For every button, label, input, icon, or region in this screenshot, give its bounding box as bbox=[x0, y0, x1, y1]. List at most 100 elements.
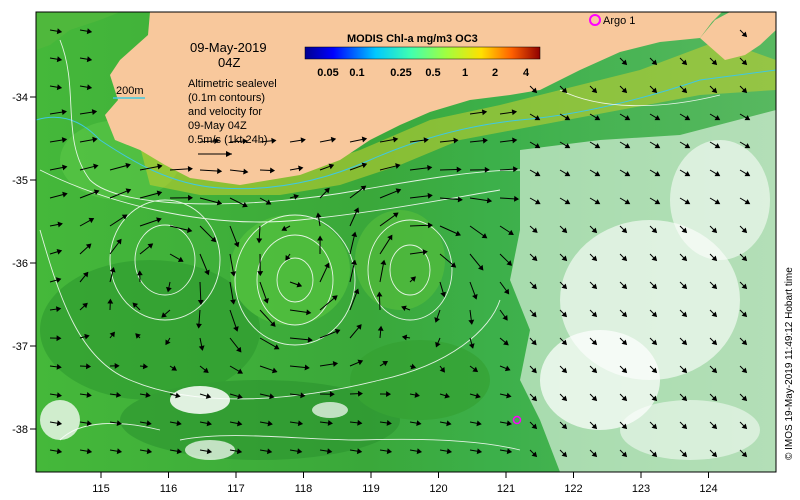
velocity-arrow-head bbox=[591, 367, 598, 374]
velocity-arrow-head bbox=[386, 420, 392, 426]
velocity-arrow-head bbox=[297, 420, 304, 427]
velocity-arrow-head bbox=[651, 451, 658, 458]
velocity-arrow-head bbox=[621, 227, 628, 234]
velocity-arrow-head bbox=[681, 59, 688, 66]
velocity-arrow-head bbox=[330, 136, 337, 143]
velocity-arrow-head bbox=[506, 420, 512, 427]
plot-frame bbox=[35, 11, 777, 473]
lat-tick-label: -38 bbox=[12, 424, 28, 436]
colorbar: MODIS Chl-a mg/m3 OC3 0.05 0.1 0.25 0.5 1 2 4 bbox=[304, 33, 541, 79]
velocity-arrow-head bbox=[171, 365, 177, 371]
velocity-arrow-head bbox=[121, 214, 128, 220]
velocity-arrow-head bbox=[256, 238, 263, 244]
velocity-arrow-head bbox=[216, 199, 223, 206]
velocity-arrow-head bbox=[197, 299, 204, 305]
velocity-arrow-head bbox=[109, 267, 116, 273]
lat-tick-label: -34 bbox=[12, 92, 28, 104]
velocity-arrow-head bbox=[304, 364, 310, 371]
velocity-arrow-head bbox=[161, 312, 167, 318]
velocity-arrow-head bbox=[744, 115, 751, 121]
velocity-arrow-head bbox=[512, 137, 518, 144]
velocity-arrow-head bbox=[269, 393, 275, 400]
velocity-arrow-head bbox=[651, 311, 658, 318]
velocity-arrow-head bbox=[334, 328, 341, 335]
velocity-arrow-head bbox=[711, 451, 718, 458]
velocity-arrow-head bbox=[265, 199, 272, 205]
velocity-arrow-head bbox=[387, 234, 393, 241]
velocity-arrow-head bbox=[145, 392, 151, 398]
velocity-arrow-head bbox=[243, 168, 249, 175]
velocity-arrow-head bbox=[591, 227, 598, 234]
velocity-arrow-head bbox=[353, 288, 360, 295]
velocity-arrow-head bbox=[621, 283, 628, 290]
velocity-arrow-head bbox=[357, 359, 364, 366]
velocity-arrow-head bbox=[531, 87, 538, 94]
velocity-arrow-head bbox=[382, 360, 389, 367]
velocity-arrow-head bbox=[147, 243, 154, 249]
velocity-arrow-head bbox=[561, 451, 568, 458]
velocity-arrow-head bbox=[684, 115, 691, 121]
velocity-arrow-head bbox=[61, 137, 68, 143]
velocity-key-arrowhead bbox=[226, 151, 232, 157]
velocity-legend-line: Altimetric sealevel bbox=[188, 78, 277, 90]
velocity-arrow-head bbox=[434, 317, 440, 323]
velocity-arrow-head bbox=[116, 238, 122, 245]
lon-tick-label: 124 bbox=[699, 483, 717, 495]
colorbar-tick-label: 1 bbox=[462, 67, 468, 79]
velocity-arrow-head bbox=[561, 255, 568, 262]
velocity-arrow-head bbox=[534, 199, 541, 205]
velocity-arrow-head bbox=[651, 339, 658, 346]
velocity-arrow-head bbox=[203, 367, 209, 374]
lon-tick-label: 117 bbox=[227, 483, 245, 495]
velocity-arrow-head bbox=[711, 311, 718, 318]
velocity-arrow-head bbox=[531, 311, 537, 318]
velocity-arrow-head bbox=[414, 392, 420, 398]
velocity-arrow-head bbox=[57, 221, 63, 228]
velocity-arrow-head bbox=[233, 241, 240, 248]
velocity-arrow-head bbox=[475, 392, 481, 399]
velocity-arrow-head bbox=[681, 227, 688, 234]
velocity-arrow-head bbox=[621, 255, 628, 262]
velocity-arrow-head bbox=[187, 165, 193, 172]
velocity-arrow-head bbox=[511, 109, 518, 116]
velocity-arrow-head bbox=[357, 390, 363, 397]
velocity-arrow-head bbox=[591, 87, 598, 94]
velocity-arrow-head bbox=[651, 255, 658, 262]
velocity-arrow-head bbox=[56, 28, 63, 35]
velocity-arrow-head bbox=[271, 137, 277, 144]
velocity-arrow-head bbox=[561, 87, 568, 94]
velocity-arrow-head bbox=[395, 163, 401, 169]
velocity-arrow-head bbox=[176, 420, 182, 427]
velocity-arrow-head bbox=[401, 305, 407, 312]
velocity-arrow-head bbox=[624, 115, 631, 121]
velocity-arrow-head bbox=[714, 115, 721, 121]
velocity-arrow-head bbox=[506, 392, 512, 399]
velocity-arrow-head bbox=[56, 56, 63, 63]
velocity-arrow-head bbox=[186, 227, 193, 233]
velocity-arrow-head bbox=[741, 227, 748, 234]
lon-tick-label: 123 bbox=[632, 483, 650, 495]
lat-axis: -34 -35 -36 -37 -38 bbox=[12, 92, 36, 436]
velocity-legend: Altimetric sealevel (0.1m contours) and ve… bbox=[188, 78, 277, 146]
velocity-arrow-head bbox=[681, 367, 688, 374]
velocity-arrow-head bbox=[156, 190, 163, 197]
velocity-arrow-head bbox=[741, 339, 748, 346]
velocity-arrow-head bbox=[55, 306, 62, 313]
velocity-arrows bbox=[49, 28, 751, 458]
velocity-arrow-head bbox=[472, 293, 478, 300]
velocity-arrow-head bbox=[326, 448, 333, 455]
velocity-arrow-head bbox=[534, 115, 541, 121]
velocity-arrow-head bbox=[82, 271, 89, 278]
velocity-arrow-head bbox=[711, 59, 718, 66]
velocity-arrow-head bbox=[561, 283, 568, 290]
velocity-arrow-head bbox=[331, 295, 338, 301]
velocity-arrow-head bbox=[741, 311, 748, 318]
velocity-arrow-head bbox=[681, 451, 688, 458]
colorbar-tick-label: 0.1 bbox=[349, 67, 364, 79]
velocity-arrow-head bbox=[711, 87, 718, 94]
velocity-arrow-head bbox=[472, 366, 479, 373]
velocity-arrow-head bbox=[531, 451, 538, 458]
cloud-mask bbox=[40, 110, 776, 472]
velocity-arrow-head bbox=[591, 339, 598, 346]
velocity-arrow-head bbox=[300, 392, 306, 399]
